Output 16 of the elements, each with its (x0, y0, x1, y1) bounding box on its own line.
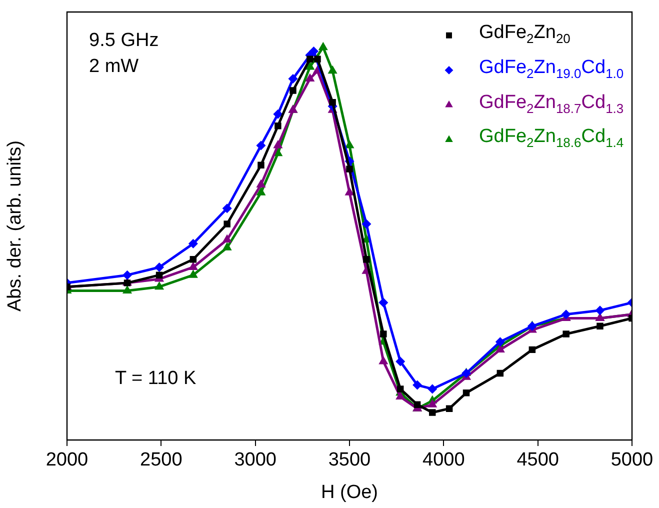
x-axis-title: H (Oe) (321, 482, 378, 503)
x-tick-label: 2500 (140, 450, 182, 471)
x-tick-label: 2000 (46, 450, 88, 471)
x-tick-label: 3000 (234, 450, 276, 471)
y-axis-title: Abs. der. (arb. units) (4, 140, 26, 312)
annotation: 9.5 GHz (89, 30, 159, 52)
legend-label: GdFe$_{2}$Zn$_{19.0}$Cd$_{1.0}$ (479, 56, 624, 83)
x-tick-label: 5000 (610, 450, 654, 471)
legend-label: GdFe$_{2}$Zn$_{18.6}$Cd$_{1.4}$ (479, 125, 624, 152)
x-tick-label: 4000 (422, 450, 465, 471)
x-tick-label: 4500 (516, 450, 559, 471)
annotation: 2 mW (89, 56, 139, 78)
legend-label: GdFe$_{2}$Zn$_{18.7}$Cd$_{1.3}$ (479, 90, 624, 118)
legend-label: GdFe$_{2}$Zn$_{20}$ (479, 21, 570, 48)
annotation: T = 110 K (115, 368, 196, 390)
x-tick-label: 3500 (328, 450, 371, 471)
